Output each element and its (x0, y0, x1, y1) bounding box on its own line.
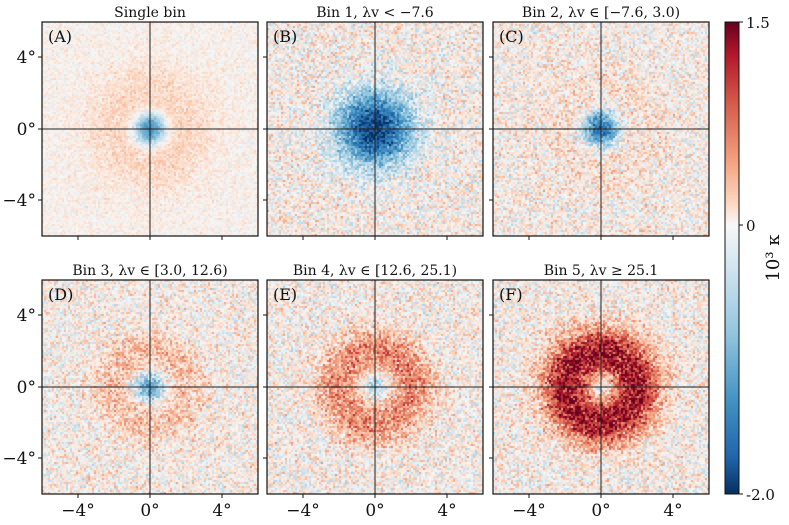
x-tick-label: 0° (365, 501, 384, 521)
panel-c-label: (C) (499, 27, 524, 46)
x-tick-label: −4° (61, 501, 95, 521)
colorbar-tick-label: 1.5 (746, 14, 770, 32)
x-tick-label: 4° (437, 501, 456, 521)
y-tick-label: 0° (17, 378, 36, 398)
panel-f-title: Bin 5, λv ≥ 25.1 (544, 263, 659, 279)
panel-d: Bin 3, λv ∈ [3.0, 12.6) (D) (41, 263, 259, 495)
x-tick-label: 0° (591, 501, 610, 521)
panel-e: Bin 4, λv ∈ [12.6, 25.1) (E) (266, 263, 484, 495)
x-tick-label: 0° (140, 501, 159, 521)
panel-a-title: Single bin (114, 5, 186, 21)
x-tick-label: 4° (663, 501, 682, 521)
panel-b-label: (B) (273, 27, 297, 46)
y-tick-marks (38, 56, 493, 459)
y-tick-label: 4° (17, 306, 36, 326)
y-tick-label: −4° (2, 191, 36, 211)
panel-b-title: Bin 1, λv < −7.6 (316, 5, 434, 21)
colorbar: 1.5 0 -2.0 10³ κ (724, 14, 784, 504)
panel-c-title: Bin 2, λv ∈ [−7.6, 3.0) (522, 5, 680, 21)
panel-a: Single bin (A) (41, 5, 259, 237)
colorbar-tick-label: 0 (746, 217, 756, 235)
panel-f-label: (F) (499, 285, 523, 304)
colorbar-tick-label: -2.0 (746, 486, 775, 504)
y-tick-label: −4° (2, 449, 36, 469)
x-tick-label: 4° (212, 501, 231, 521)
panel-f: Bin 5, λv ≥ 25.1 (F) (492, 263, 710, 495)
panel-a-label: (A) (48, 27, 72, 46)
panel-d-title: Bin 3, λv ∈ [3.0, 12.6) (72, 263, 227, 279)
panel-e-label: (E) (273, 285, 297, 304)
y-tick-label: 0° (17, 120, 36, 140)
x-tick-label: −4° (512, 501, 546, 521)
panel-e-title: Bin 4, λv ∈ [12.6, 25.1) (293, 263, 457, 279)
panel-b: Bin 1, λv < −7.6 (B) (266, 5, 484, 237)
panel-d-label: (D) (48, 285, 73, 304)
x-tick-label: −4° (286, 501, 320, 521)
colorbar-title: 10³ κ (763, 234, 784, 282)
colorbar-gradient (724, 21, 740, 495)
panel-c: Bin 2, λv ∈ [−7.6, 3.0) (C) (492, 5, 710, 237)
y-tick-label: 4° (17, 48, 36, 68)
x-tick-marks (77, 236, 674, 498)
